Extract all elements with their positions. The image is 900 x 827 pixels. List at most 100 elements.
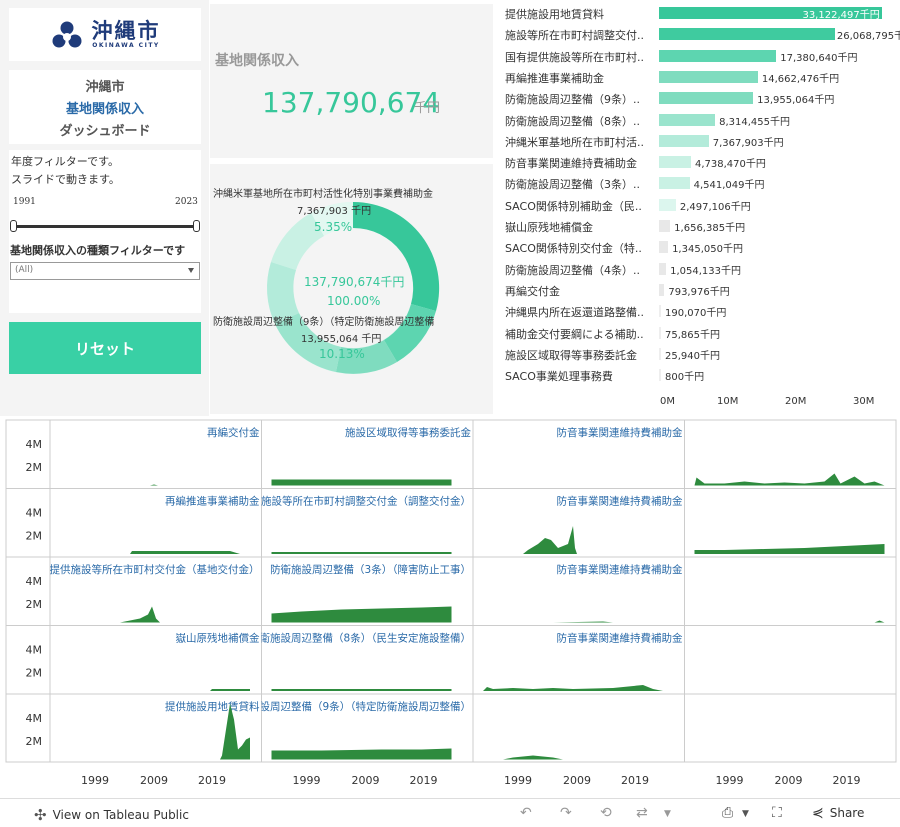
tableau-footer: ✣ View on Tableau Public ↶ ↷ ⟲ ⇄ ▼ ⎙ ▼ ⛶… bbox=[0, 798, 900, 827]
bar-value-label: 1,656,385千円 bbox=[674, 223, 746, 234]
bar-label: 防衛施設周辺整備（8条）.. bbox=[505, 114, 640, 128]
y-tick-label: 4M bbox=[26, 575, 43, 588]
bar-row[interactable]: 防衛施設周辺整備（9条）.. 13,955,064千円 bbox=[499, 88, 897, 108]
logo-main-text: 沖縄市 bbox=[91, 19, 161, 43]
bar[interactable] bbox=[659, 177, 690, 190]
type-filter-label: 基地関係収入の種類フィルターです bbox=[10, 244, 186, 257]
area-series bbox=[694, 473, 885, 486]
y-tick-label: 4M bbox=[26, 644, 43, 657]
x-tick-label: 2019 bbox=[198, 774, 226, 787]
logo-sub-text: OKINAWA CITY bbox=[92, 42, 160, 49]
bar-row[interactable]: SACO関係特別交付金（特.. 1,345,050千円 bbox=[499, 237, 897, 257]
refresh-icon[interactable]: ⇄ bbox=[636, 805, 648, 821]
bar[interactable] bbox=[659, 92, 754, 105]
panel-title: 施設等所在市町村調整交付金（調整交付金） bbox=[261, 495, 471, 508]
bar-label: 施設等所在市町村調整交付.. bbox=[505, 29, 644, 43]
bar-row[interactable]: 防衛施設周辺整備（8条）.. 8,314,455千円 bbox=[499, 110, 897, 130]
donut-segment-3[interactable] bbox=[336, 340, 397, 374]
bar[interactable] bbox=[659, 7, 883, 19]
bar[interactable] bbox=[659, 262, 667, 275]
donut-center-value: 137,790,674千円 bbox=[304, 275, 405, 289]
bar[interactable] bbox=[659, 241, 669, 254]
bar-value-label: 25,940千円 bbox=[665, 350, 720, 362]
bar[interactable] bbox=[659, 49, 777, 62]
download-dropdown-icon[interactable]: ▼ bbox=[742, 809, 749, 819]
bar-row[interactable]: 補助金交付要綱による補助.. 75,865千円 bbox=[499, 323, 897, 343]
reset-button[interactable]: リセット bbox=[9, 322, 201, 374]
x-tick-label: 2019 bbox=[621, 774, 649, 787]
x-tick-label: 2009 bbox=[563, 774, 591, 787]
year-filter-note-line1: 年度フィルターです。 bbox=[11, 155, 120, 168]
panel-title: 再編推進事業補助金 bbox=[165, 495, 260, 508]
bar-axis-tick: 20M bbox=[785, 396, 807, 407]
bar-row[interactable]: 嶽山原残地補償金 1,656,385千円 bbox=[499, 216, 897, 236]
y-tick-label: 2M bbox=[26, 461, 43, 474]
x-tick-label: 2009 bbox=[352, 774, 380, 787]
donut-chart[interactable] bbox=[210, 164, 493, 414]
bar-row[interactable]: 防衛施設周辺整備（4条）.. 1,054,133千円 bbox=[499, 259, 897, 279]
year-slider-min-handle[interactable] bbox=[10, 220, 17, 232]
revenue-bar-chart: 0M 10M 20M 30M 提供施設用地賃貸料 33,122,497千円 施設等所… bbox=[499, 0, 900, 416]
panel-title: 国有提供施設等所在市町村交付金（基地交付金） bbox=[29, 563, 260, 576]
kpi-value: 137,790,674 bbox=[262, 86, 441, 119]
bar-row[interactable]: 提供施設用地賃貸料 33,122,497千円 bbox=[499, 3, 897, 23]
bar[interactable] bbox=[659, 28, 835, 41]
refresh-dropdown-icon[interactable]: ▼ bbox=[664, 809, 671, 819]
bar[interactable] bbox=[659, 347, 661, 360]
panel-title: 再編交付金 bbox=[207, 426, 260, 439]
bar[interactable] bbox=[659, 113, 716, 126]
donut-segment-6[interactable] bbox=[271, 213, 324, 270]
bar-row[interactable]: 再編交付金 793,976千円 bbox=[499, 280, 897, 300]
revert-icon[interactable]: ⟲ bbox=[600, 805, 612, 821]
area-series bbox=[271, 552, 452, 554]
year-slider-track[interactable] bbox=[14, 225, 195, 228]
bar-row[interactable]: 防衛施設周辺整備（3条）.. 4,541,049千円 bbox=[499, 173, 897, 193]
bar-row[interactable]: 施設区域取得等事務委託金 25,940千円 bbox=[499, 344, 897, 364]
bar[interactable] bbox=[659, 283, 665, 296]
share-button[interactable]: ⋞ Share bbox=[812, 805, 864, 821]
bar-row[interactable]: 施設等所在市町村調整交付.. 26,068,795千円 bbox=[499, 24, 900, 44]
bar-value-label: 2,497,106千円 bbox=[679, 201, 751, 213]
bar[interactable] bbox=[659, 326, 661, 339]
kpi-card: 基地関係収入 137,790,674 千円 bbox=[210, 4, 493, 158]
bar-row[interactable]: 国有提供施設等所在市町村.. 17,380,640千円 bbox=[499, 46, 897, 66]
bar[interactable] bbox=[659, 198, 676, 211]
panel-title: 防音事業関連維持費補助金 bbox=[557, 495, 683, 508]
view-on-tableau-link[interactable]: ✣ View on Tableau Public bbox=[34, 806, 189, 824]
bar[interactable] bbox=[659, 369, 661, 382]
area-series bbox=[553, 621, 613, 623]
donut-chart-card: 沖縄米軍基地所在市町村活性化特別事業費補助金 7,367,903 千円 5.35… bbox=[210, 164, 493, 414]
redo-icon[interactable]: ↷ bbox=[560, 805, 572, 821]
bar-row[interactable]: 沖縄米軍基地所在市町村活.. 7,367,903千円 bbox=[499, 131, 897, 151]
bar-value-label: 75,865千円 bbox=[665, 329, 720, 341]
bar-label: 国有提供施設等所在市町村.. bbox=[505, 50, 644, 64]
type-filter-value: (All) bbox=[15, 265, 34, 275]
bar-value-label: 793,976千円 bbox=[668, 286, 730, 298]
type-filter-select[interactable]: (All) bbox=[10, 262, 200, 280]
bar-label: 防衛施設周辺整備（3条）.. bbox=[505, 178, 640, 192]
bar[interactable] bbox=[659, 305, 661, 318]
x-tick-label: 1999 bbox=[81, 774, 109, 787]
bar[interactable] bbox=[659, 134, 709, 147]
bar[interactable] bbox=[659, 156, 691, 169]
donut-segment-4[interactable] bbox=[275, 313, 341, 372]
bar[interactable] bbox=[659, 220, 671, 232]
donut-segment-7[interactable] bbox=[311, 202, 353, 236]
bar-row[interactable]: SACO関係特別補助金（民.. 2,497,106千円 bbox=[499, 195, 897, 215]
bar-row[interactable]: 沖縄県内所在返還道路整備.. 190,070千円 bbox=[499, 301, 897, 321]
bar-row[interactable]: SACO事業処理事務費 800千円 bbox=[499, 365, 897, 385]
undo-icon[interactable]: ↶ bbox=[520, 805, 532, 821]
fullscreen-icon[interactable]: ⛶ bbox=[772, 805, 782, 821]
bar-row[interactable]: 再編推進事業補助金 14,662,476千円 bbox=[499, 67, 897, 87]
donut-segment-5[interactable] bbox=[267, 262, 299, 324]
donut-segment-largest[interactable] bbox=[353, 201, 440, 311]
year-slider-max-handle[interactable] bbox=[193, 220, 200, 232]
y-tick-label: 4M bbox=[26, 507, 43, 520]
download-icon[interactable]: ⎙ bbox=[722, 805, 734, 821]
bar[interactable] bbox=[659, 70, 758, 83]
bar-label: 提供施設用地賃貸料 bbox=[505, 8, 604, 21]
bar-row[interactable]: 防音事業関連維持費補助金 4,738,470千円 bbox=[499, 152, 897, 172]
donut-seg1-name: 沖縄米軍基地所在市町村活性化特別事業費補助金 bbox=[213, 189, 433, 200]
donut-segment-2[interactable] bbox=[384, 304, 436, 362]
small-multiples-svg[interactable]: 4M 2M 4M 2M 4M 2M 4M 2M 4M 2M 1999 2009 2019 1999 2009… bbox=[0, 418, 900, 796]
